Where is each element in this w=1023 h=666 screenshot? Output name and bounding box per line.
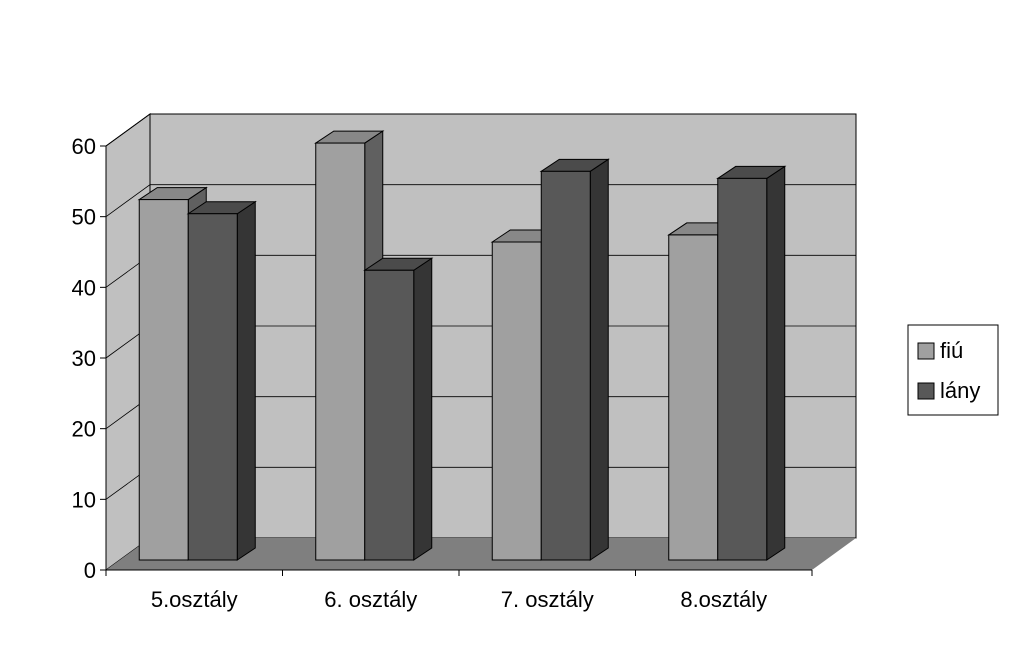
bar — [186, 200, 257, 561]
bar-front — [315, 142, 366, 561]
bar-side — [236, 200, 256, 561]
legend-swatch — [917, 382, 935, 400]
bar-side — [766, 165, 786, 561]
bar-front — [717, 177, 768, 561]
x-tick-label: 8.osztály — [680, 587, 767, 612]
y-tick-label: 40 — [72, 275, 96, 300]
x-tick-label: 6. osztály — [324, 587, 417, 612]
x-tick-label: 5.osztály — [151, 587, 238, 612]
bar-side — [413, 257, 433, 561]
axes — [100, 145, 813, 576]
x-tick-label: 7. osztály — [501, 587, 594, 612]
bars — [137, 130, 787, 561]
bar — [363, 257, 434, 561]
y-tick-label: 0 — [84, 558, 96, 583]
y-tick-label: 30 — [72, 346, 96, 371]
bar-front — [187, 213, 238, 561]
gridline — [105, 113, 856, 147]
bar-front — [668, 234, 719, 561]
bar-front — [491, 241, 542, 561]
bar-front — [364, 269, 415, 561]
bar-front — [540, 170, 591, 561]
legend-box — [907, 324, 999, 416]
legend-swatch — [917, 342, 935, 360]
y-tick-label: 60 — [72, 134, 96, 159]
y-tick-label: 50 — [72, 205, 96, 230]
legend-label: fiú — [940, 338, 963, 363]
x-tick-labels: 5.osztály 6. osztály 7. osztály 8.osztály — [151, 587, 767, 612]
y-tick-label: 20 — [72, 417, 96, 442]
bar-side — [589, 158, 609, 561]
legend-label: lány — [940, 378, 980, 403]
y-tick-labels: 0 10 20 30 40 50 60 — [72, 134, 96, 583]
bar — [716, 165, 787, 561]
gridline — [105, 184, 856, 217]
y-tick-label: 10 — [72, 487, 96, 512]
bar — [539, 158, 610, 561]
legend: fiú lány — [907, 324, 999, 416]
bar-front — [138, 199, 189, 561]
